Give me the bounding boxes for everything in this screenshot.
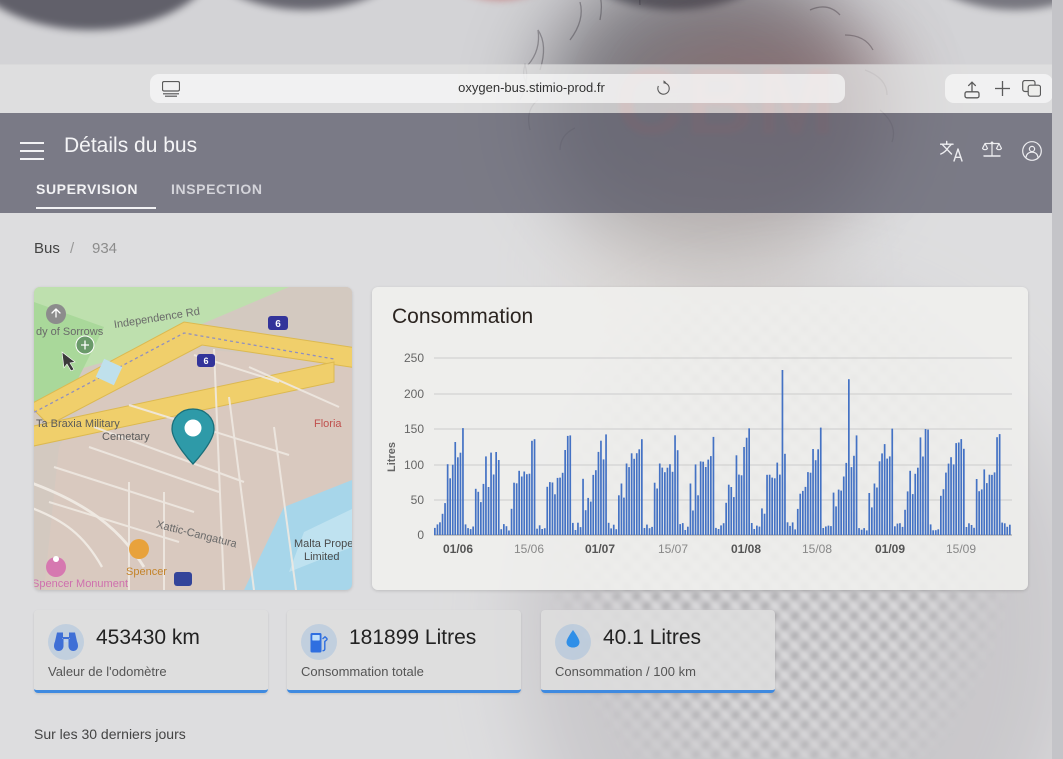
svg-text:6: 6: [203, 356, 208, 366]
svg-text:01/09: 01/09: [875, 542, 905, 556]
svg-text:01/06: 01/06: [443, 542, 473, 556]
svg-text:Malta Prope: Malta Prope: [294, 538, 352, 550]
svg-text:100: 100: [404, 458, 424, 472]
svg-text:01/07: 01/07: [585, 542, 615, 556]
svg-text:Cemetary: Cemetary: [102, 431, 150, 443]
svg-text:15/06: 15/06: [514, 542, 544, 556]
svg-text:Spencer: Spencer: [126, 566, 167, 578]
svg-text:150: 150: [404, 422, 424, 436]
svg-text:Spencer Monument: Spencer Monument: [34, 578, 128, 590]
svg-text:200: 200: [404, 387, 424, 401]
svg-text:50: 50: [411, 493, 425, 507]
svg-text:0: 0: [417, 528, 424, 542]
svg-text:15/07: 15/07: [658, 542, 688, 556]
svg-text:dy of Sorrows: dy of Sorrows: [36, 326, 104, 338]
svg-text:15/08: 15/08: [802, 542, 832, 556]
svg-text:250: 250: [404, 351, 424, 365]
svg-text:Floria: Floria: [314, 418, 342, 430]
svg-text:01/08: 01/08: [731, 542, 761, 556]
svg-text:Limited: Limited: [304, 551, 339, 563]
svg-text:Ta Braxia Military: Ta Braxia Military: [36, 418, 120, 430]
svg-text:15/09: 15/09: [946, 542, 976, 556]
svg-text:6: 6: [275, 319, 281, 330]
